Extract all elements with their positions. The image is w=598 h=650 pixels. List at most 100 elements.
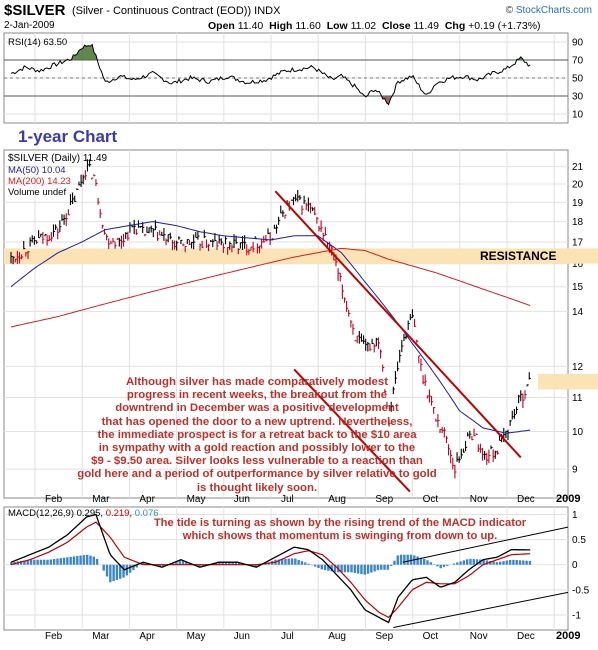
ma200-legend: MA(200) 14.23 [8, 176, 71, 187]
macd-histogram-bar [145, 563, 148, 565]
x-tick-label: Feb [45, 494, 63, 505]
y-tick-label: 17 [572, 238, 584, 249]
macd-histogram-bar [492, 561, 495, 565]
macd-histogram-bar [373, 564, 376, 572]
y-tick-label: 90 [572, 38, 584, 49]
macd-histogram-bar [237, 562, 241, 565]
macd-signal-line [10, 521, 531, 619]
x-tick-label: 2009 [556, 630, 580, 642]
annotation-line: $9 - $9.50 area. Silver looks less vulne… [91, 455, 423, 468]
macd-histogram-bar [439, 564, 442, 569]
macd-histogram-bar [52, 559, 56, 565]
macd-histogram-bar [62, 557, 66, 565]
macd-histogram-bar [122, 564, 125, 578]
x-tick-label: Jul [281, 631, 294, 642]
brand-name: StockCharts.com [515, 5, 592, 16]
y-tick-label: 20 [572, 180, 584, 191]
y-tick-label: 10 [572, 427, 584, 438]
macd-histogram-bar [10, 562, 13, 565]
y-tick-label: 70 [572, 56, 584, 67]
x-tick-label: Aug [328, 631, 346, 642]
macd-histogram-bar [135, 564, 138, 568]
macd-histogram-bar [264, 563, 267, 565]
macd-histogram-bar [105, 564, 109, 577]
rsi-legend: RSI(14) 63.50 [8, 37, 68, 48]
macd-histogram-bar [347, 564, 350, 573]
close-value: 11.49 [413, 20, 439, 32]
macd-histogram-bar [485, 560, 489, 565]
macd-histogram-bar [505, 560, 508, 565]
high-label: High [269, 20, 293, 32]
macd-histogram-bar [294, 558, 297, 565]
y-tick-label: 50 [572, 74, 584, 85]
x-axis: Feb Mar Apr May Jun Jul Aug Sep Oct Nov Dec 2009 Feb… [45, 493, 580, 642]
macd-histogram-bar [396, 555, 399, 565]
macd-histogram-bar [201, 564, 205, 567]
macd-histogram-bar [459, 561, 462, 565]
chart-symbol: $SILVER [4, 2, 66, 19]
macd-panel: 1 0.5 0 -0.5 -1 [3, 506, 590, 631]
macd-histogram-bar [224, 562, 228, 565]
macd-histogram-bar [360, 564, 363, 575]
macd-histogram-bar [389, 564, 393, 566]
annotation-line: progress in recent weeks, the breakout f… [126, 389, 388, 402]
annotation-line: Although silver has made comparatively m… [125, 376, 389, 388]
brand-prefix: © [505, 5, 516, 16]
macd-histogram-bar [528, 560, 532, 565]
macd-legend-sep: , [129, 508, 135, 519]
high-value: 11.60 [295, 20, 321, 32]
chart-date: 2-Jan-2009 [4, 20, 55, 31]
macd-histogram-bar [95, 558, 99, 565]
close-label: Close [381, 20, 411, 32]
macd-histogram-bar [112, 564, 115, 582]
y-tick-label: -0.5 [572, 585, 590, 596]
macd-histogram-bar [518, 560, 522, 565]
x-tick-label: Oct [423, 494, 439, 505]
macd-histogram-bar [39, 559, 43, 565]
macd-histogram-bar [353, 564, 357, 573]
volume-legend: Volume undef [8, 187, 67, 198]
macd-histogram-bar [502, 561, 505, 565]
macd-histogram-bar [423, 558, 426, 565]
macd-histogram-bar [498, 561, 502, 565]
macd-histogram-bar [343, 564, 347, 573]
macd-histogram-bar [462, 560, 466, 565]
annotation-line: which shows that momentum is swinging fr… [182, 530, 498, 542]
macd-histogram-bar [323, 564, 327, 571]
macd-histogram-bar [59, 558, 62, 565]
low-value: 11.02 [350, 20, 377, 32]
x-tick-label: Jul [281, 494, 294, 505]
x-tick-label: May [187, 494, 206, 505]
macd-histogram-bar [370, 564, 373, 573]
macd-histogram-bar [376, 564, 380, 571]
macd-histogram-bar [36, 559, 39, 565]
x-tick-label: Jun [234, 494, 250, 505]
x-tick-label: Jun [234, 631, 250, 642]
macd-histogram-bar [128, 564, 132, 573]
low-label: Low [326, 20, 348, 32]
macd-histogram-bar [456, 562, 459, 565]
macd-histogram-bar [231, 562, 234, 565]
macd-histogram-bar [393, 560, 396, 565]
annotation-line: the immediate prospect is for a retreat … [97, 428, 417, 441]
chart-period-title: 1-year Chart [18, 127, 118, 146]
macd-histogram-bar [290, 558, 294, 565]
macd-line [10, 513, 531, 624]
macd-histogram-bar [280, 559, 284, 565]
x-tick-label: 2009 [556, 493, 580, 505]
macd-histogram-bar [475, 559, 479, 565]
macd-histogram-bar [446, 564, 449, 566]
chg-label: Chg [444, 20, 466, 32]
macd-histogram-bar [158, 564, 162, 567]
x-tick-label: Apr [139, 494, 155, 505]
macd-histogram-bar [406, 554, 409, 565]
macd-histogram-bar [115, 564, 119, 580]
annotation-line: in sympathy with a gold reaction and pos… [98, 442, 416, 455]
price-panel: 9 10 11 12 14 15 16 17 18 19 20 21 [3, 149, 598, 499]
macd-histogram-bar [119, 564, 122, 579]
macd-histogram-bar [19, 560, 23, 565]
x-tick-label: Mar [92, 631, 110, 642]
macd-histogram-bar [175, 561, 178, 565]
macd-histogram-bar [363, 564, 366, 575]
brand-watermark: © StockCharts.com [506, 5, 592, 16]
